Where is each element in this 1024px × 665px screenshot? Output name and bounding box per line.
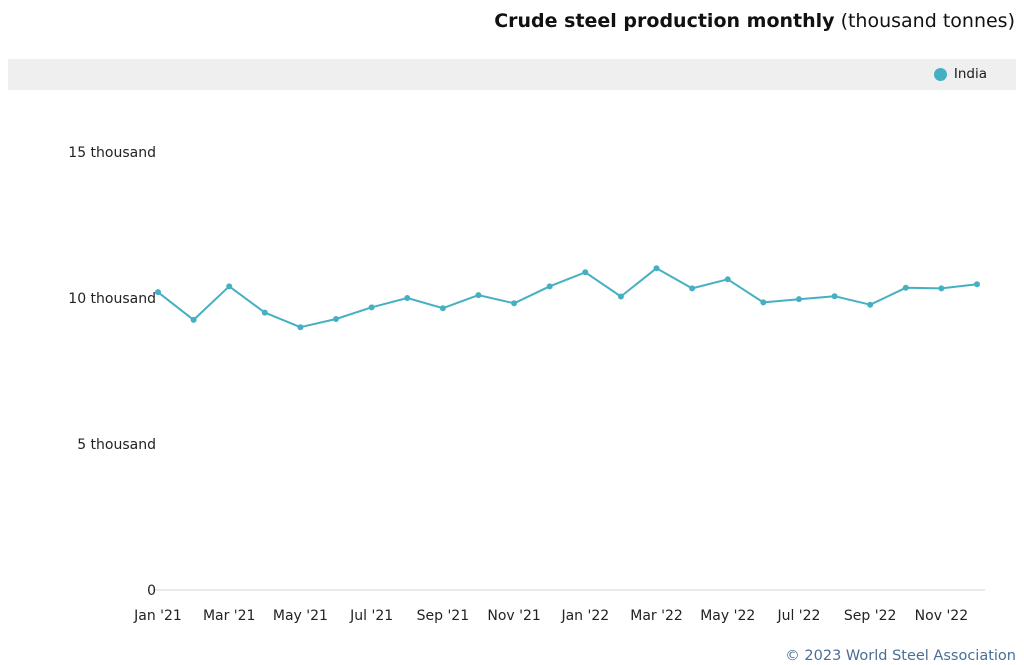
- data-point[interactable]: [831, 293, 838, 300]
- x-tick-label: Jul '21: [349, 608, 393, 624]
- x-tick-label: Sep '22: [844, 608, 897, 624]
- data-point[interactable]: [902, 284, 909, 291]
- x-tick-label: Nov '21: [487, 608, 540, 624]
- data-point[interactable]: [617, 293, 624, 300]
- source-credit[interactable]: © 2023 World Steel Association: [785, 648, 1016, 664]
- x-tick-label: Jul '22: [776, 608, 820, 624]
- data-point[interactable]: [475, 292, 482, 299]
- y-grid: [153, 151, 985, 591]
- y-axis-ticks: 0 5 thousand 10 thousand 15 thousand: [68, 145, 156, 599]
- data-point[interactable]: [653, 265, 660, 272]
- data-point[interactable]: [724, 276, 731, 283]
- x-tick-label: Sep '21: [417, 608, 470, 624]
- data-point[interactable]: [333, 316, 340, 323]
- legend-bar: India: [8, 59, 1016, 90]
- legend-label: India: [953, 66, 987, 82]
- legend-item-india[interactable]: India: [933, 66, 987, 82]
- y-tick-label: 10 thousand: [68, 291, 156, 307]
- x-tick-label: Nov '22: [915, 608, 968, 624]
- data-point[interactable]: [582, 269, 589, 276]
- x-tick-label: May '21: [273, 608, 328, 624]
- data-point[interactable]: [226, 283, 233, 290]
- data-point[interactable]: [546, 283, 553, 290]
- data-point[interactable]: [974, 281, 980, 288]
- y-tick-label: 5 thousand: [77, 437, 156, 453]
- data-point[interactable]: [867, 301, 874, 308]
- y-tick-label: 0: [147, 583, 156, 599]
- data-point[interactable]: [297, 324, 304, 331]
- x-tick-label: Mar '21: [203, 608, 256, 624]
- data-point[interactable]: [938, 285, 945, 292]
- chart-title-unit: (thousand tonnes): [834, 10, 1015, 32]
- data-point[interactable]: [760, 299, 767, 306]
- x-tick-label: Jan '21: [133, 608, 182, 624]
- chart-title: Crude steel production monthly (thousand…: [494, 10, 1015, 32]
- data-point[interactable]: [261, 309, 268, 316]
- data-point[interactable]: [155, 289, 161, 296]
- x-tick-label: Jan '22: [560, 608, 609, 624]
- data-point[interactable]: [439, 305, 446, 312]
- data-point[interactable]: [404, 295, 411, 301]
- x-tick-label: May '22: [700, 608, 755, 624]
- data-point[interactable]: [368, 304, 375, 311]
- x-tick-label: Mar '22: [630, 608, 683, 624]
- data-point[interactable]: [190, 316, 197, 323]
- series-india: [155, 265, 980, 331]
- chart-title-main: Crude steel production monthly: [494, 10, 835, 32]
- legend-marker-icon: [933, 67, 947, 81]
- data-point[interactable]: [511, 300, 518, 307]
- y-tick-label: 15 thousand: [68, 145, 156, 161]
- x-axis-ticks: Jan '21 Mar '21 May '21 Jul '21 Sep '21 Nov '…: [133, 608, 968, 624]
- data-point[interactable]: [795, 296, 802, 303]
- series-line: [157, 267, 978, 329]
- data-point[interactable]: [689, 285, 696, 292]
